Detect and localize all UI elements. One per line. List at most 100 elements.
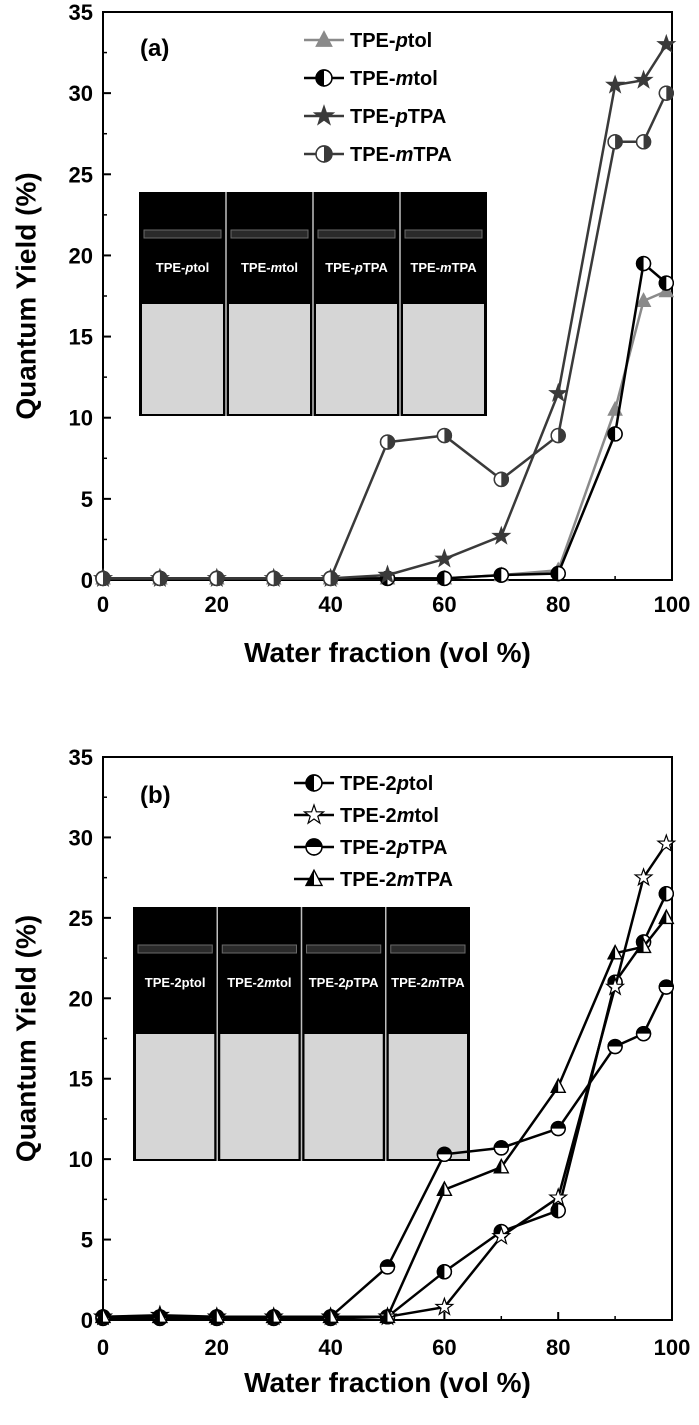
y-tick-label: 15 xyxy=(69,1067,93,1092)
series-line xyxy=(103,917,668,1319)
data-point xyxy=(656,33,677,54)
data-point xyxy=(635,134,652,150)
x-tick-label: 0 xyxy=(97,592,109,617)
legend-marker xyxy=(315,145,333,163)
vial: TPE-mtol xyxy=(225,192,310,416)
vial-label: TPE-mTPA xyxy=(410,260,477,275)
vial-rim xyxy=(143,229,222,239)
x-tick-label: 100 xyxy=(654,1335,691,1360)
x-tick-label: 20 xyxy=(205,1335,229,1360)
vial: TPE-2ptol xyxy=(136,944,215,1159)
vial-label: TPE-ptol xyxy=(156,260,209,275)
data-point xyxy=(635,255,652,272)
x-axis-label: Water fraction (vol %) xyxy=(244,1367,531,1398)
legend-label: TPE-mtol xyxy=(350,68,438,90)
legend-entry: TPE-ptol xyxy=(304,30,432,52)
x-tick-label: 20 xyxy=(205,592,229,617)
chart-panel-a: TPE-ptol TPE-mtol TPE-pTPA TPE-mTPA 0 5 10 15 20… xyxy=(10,0,690,668)
legend-label: TPE-ptol xyxy=(350,30,432,52)
data-point xyxy=(550,1120,566,1137)
vial-liquid xyxy=(403,304,484,414)
panel-label: (b) xyxy=(140,782,171,809)
legend-label: TPE-2mTPA xyxy=(340,869,453,891)
data-point xyxy=(322,1307,339,1324)
legend: TPE-2ptol TPE-2mtol TPE-2pTPA TPE-2mTPA xyxy=(294,773,453,891)
data-point xyxy=(493,471,509,488)
data-point xyxy=(493,567,509,583)
legend-entry: TPE-mTPA xyxy=(304,144,452,166)
vial-label: TPE-pTPA xyxy=(325,260,388,275)
x-tick-label: 40 xyxy=(318,592,342,617)
vial-rim xyxy=(317,229,396,239)
vial-rim xyxy=(230,229,309,239)
data-point xyxy=(379,1307,396,1324)
data-point xyxy=(436,570,453,587)
y-tick-label: 0 xyxy=(81,1308,93,1333)
data-point xyxy=(607,1038,623,1055)
data-point xyxy=(434,1296,455,1316)
legend-label: TPE-2pTPA xyxy=(340,837,447,859)
y-tick-label: 0 xyxy=(81,568,93,593)
legend-entry: TPE-pTPA xyxy=(304,104,446,128)
data-point xyxy=(548,1187,569,1207)
data-point xyxy=(607,426,623,442)
vial: TPE-2mTPA xyxy=(385,907,467,1161)
legend-marker xyxy=(305,838,323,856)
data-point xyxy=(633,867,654,887)
legend-label: TPE-pTPA xyxy=(350,106,446,128)
vial-rim xyxy=(306,944,382,954)
y-tick-label: 15 xyxy=(69,325,93,350)
data-point xyxy=(548,382,569,402)
data-point xyxy=(434,548,455,568)
data-point xyxy=(550,427,566,444)
vial-liquid xyxy=(304,1034,383,1159)
legend-entry: TPE-2pTPA xyxy=(294,837,447,859)
y-tick-label: 20 xyxy=(69,243,93,268)
y-tick-label: 5 xyxy=(81,487,93,512)
vial-label: TPE-mtol xyxy=(241,260,298,275)
legend-entry: TPE-2mTPA xyxy=(294,868,453,891)
y-tick-label: 25 xyxy=(69,906,93,931)
vial-label: TPE-2mTPA xyxy=(391,975,465,990)
data-point xyxy=(491,1225,512,1245)
legend-marker xyxy=(315,69,333,87)
data-point xyxy=(550,565,566,582)
legend-marker xyxy=(312,104,336,126)
legend-label: TPE-2mtol xyxy=(340,805,439,827)
vial-label: TPE-2ptol xyxy=(145,975,206,990)
series-TPE-2mTPA xyxy=(94,908,675,1324)
x-tick-label: 0 xyxy=(97,1335,109,1360)
series-line xyxy=(103,893,668,1320)
legend-label: TPE-mTPA xyxy=(350,144,452,166)
vial-liquid xyxy=(142,304,223,414)
vial-liquid xyxy=(388,1034,467,1159)
x-axis-label: Water fraction (vol %) xyxy=(244,637,531,668)
vial: TPE-2mtol xyxy=(216,907,299,1161)
data-point xyxy=(94,1307,112,1324)
x-tick-label: 40 xyxy=(318,1335,342,1360)
data-point xyxy=(658,979,675,995)
data-point xyxy=(635,937,652,954)
data-point xyxy=(633,69,654,89)
vial-photo-inset: TPE-2ptol TPE-2mtol TPE-2pTPA TPE-2mTPA xyxy=(133,907,470,1161)
data-point xyxy=(658,85,675,101)
vial: TPE-pTPA xyxy=(312,192,397,416)
y-tick-label: 10 xyxy=(69,406,93,431)
x-tick-label: 100 xyxy=(654,592,691,617)
vial-rim xyxy=(221,944,297,954)
vial-photo-inset: TPE-ptol TPE-mtol TPE-pTPA TPE-mTPA xyxy=(139,192,487,416)
data-point xyxy=(491,525,512,545)
legend-label: TPE-2ptol xyxy=(340,773,433,795)
data-point xyxy=(322,570,339,587)
legend-marker xyxy=(302,803,326,825)
y-tick-label: 35 xyxy=(69,0,93,25)
data-point xyxy=(606,944,624,960)
legend-entry: TPE-2mtol xyxy=(294,803,439,827)
data-point xyxy=(379,1259,396,1275)
vial-liquid xyxy=(229,304,310,414)
data-point xyxy=(436,1180,453,1197)
vial: TPE-mTPA xyxy=(399,192,484,416)
vial-liquid xyxy=(316,304,397,414)
y-tick-label: 20 xyxy=(69,986,93,1011)
chart-panel-b: TPE-2ptol TPE-2mtol TPE-2pTPA TPE-2mTPA 0 5 10… xyxy=(10,745,690,1398)
